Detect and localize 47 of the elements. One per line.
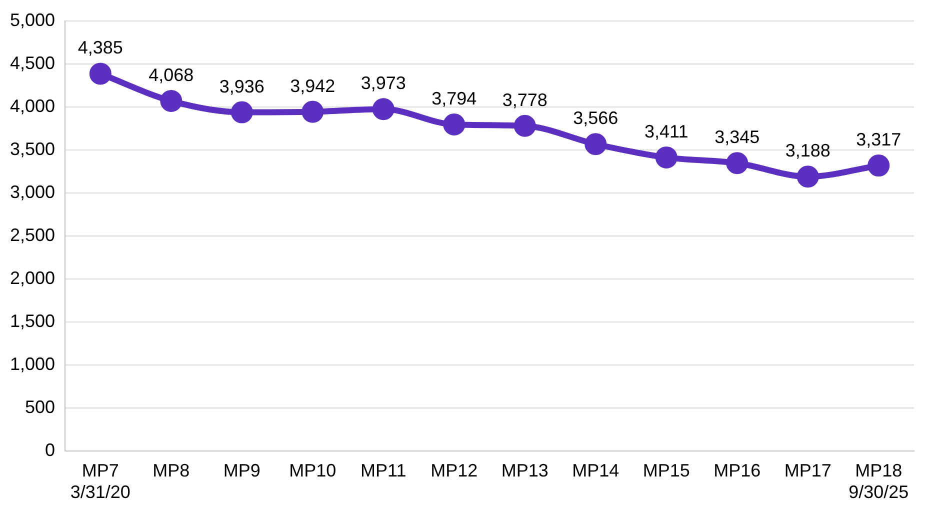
y-tick-label: 4,500 (10, 52, 56, 73)
x-tick-label: MP16 (714, 460, 761, 481)
x-tick-label: MP18 9/30/25 (848, 460, 909, 502)
data-label: 3,794 (432, 88, 477, 108)
point (302, 100, 324, 123)
y-tick-label: 4,000 (10, 96, 56, 116)
x-tick-label: MP17 (784, 460, 832, 481)
data-label: 3,566 (573, 108, 618, 128)
point (230, 101, 253, 124)
x-tick-label: MP10 (289, 460, 336, 481)
x-tick-label: MP7 3/31/20 (70, 460, 130, 502)
point (89, 62, 112, 85)
point (160, 90, 182, 112)
point (868, 154, 890, 177)
point (726, 152, 748, 174)
point (584, 133, 607, 156)
x-tick-label: MP8 (152, 460, 190, 481)
y-tick-label: 3,500 (10, 138, 56, 159)
point (655, 146, 678, 168)
y-tick-label: 1,000 (10, 354, 56, 374)
point (372, 98, 394, 120)
x-tick-label: MP12 (430, 460, 478, 481)
y-tick-label: 2,000 (10, 268, 56, 288)
data-label: 3,317 (856, 130, 902, 150)
data-label: 3,188 (785, 140, 830, 161)
y-tick-label: 500 (24, 396, 56, 417)
y-tick-label: 0 (45, 440, 56, 460)
data-label: 4,068 (148, 64, 194, 85)
x-tick-label: MP14 (572, 460, 620, 481)
point (514, 114, 536, 137)
point (443, 114, 466, 136)
data-label: 3,942 (290, 76, 336, 96)
y-tick-label: 2,500 (10, 224, 56, 245)
data-label: 3,973 (360, 73, 406, 94)
data-label: 3,411 (644, 121, 688, 142)
y-tick-label: 5,000 (10, 10, 56, 30)
y-tick-label: 3,000 (10, 182, 56, 202)
data-label: 3,345 (714, 127, 760, 148)
x-tick-label: MP11 (360, 460, 406, 481)
data-label: 4,385 (78, 38, 123, 58)
x-tick-label: MP13 (501, 460, 548, 481)
data-label: 3,936 (219, 76, 264, 96)
y-tick-label: 1,500 (10, 310, 56, 331)
x-tick-label: MP9 (223, 460, 260, 481)
x-tick-label: MP15 (642, 460, 690, 481)
point (796, 166, 819, 188)
data-label: 3,778 (502, 90, 548, 110)
